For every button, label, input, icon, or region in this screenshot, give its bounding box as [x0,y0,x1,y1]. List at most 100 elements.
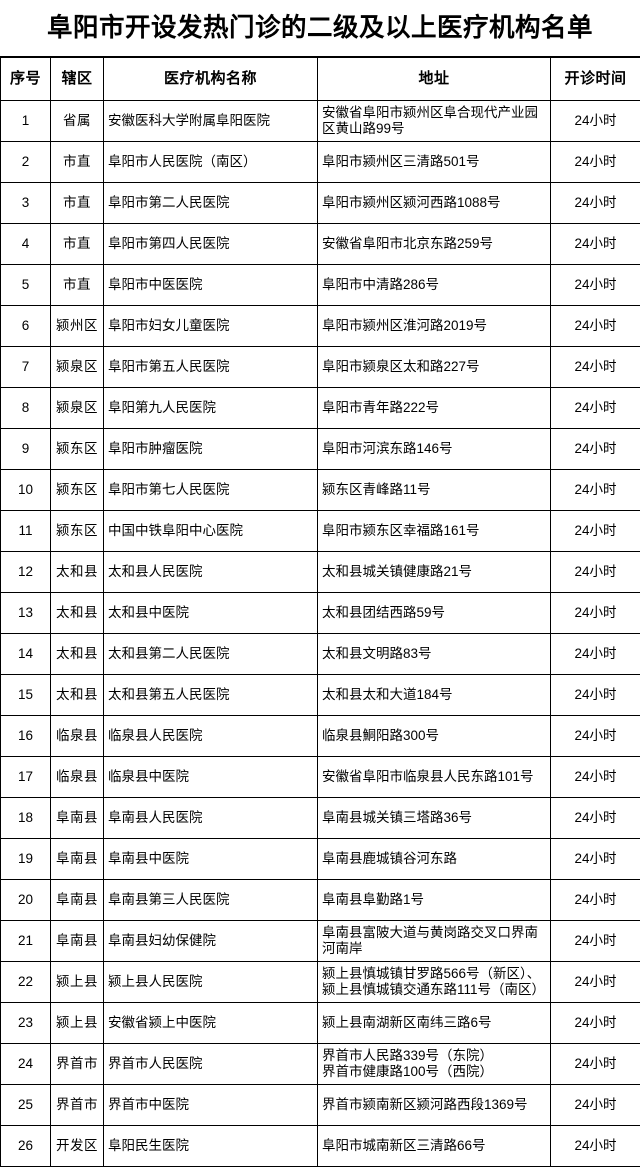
row-district: 太和县 [51,675,104,716]
row-name: 阜阳市肿瘤医院 [104,429,318,470]
row-name: 太和县第二人民医院 [104,634,318,675]
column-header-district: 辖区 [51,57,104,101]
row-hours: 24小时 [551,880,640,921]
row-address: 阜阳市颍州区颍河西路1088号 [318,183,551,224]
row-name: 阜阳民生医院 [104,1126,318,1167]
row-index: 1 [1,101,51,142]
row-address: 临泉县鮦阳路300号 [318,716,551,757]
row-district: 太和县 [51,552,104,593]
row-hours: 24小时 [551,265,640,306]
row-hours: 24小时 [551,306,640,347]
row-index: 17 [1,757,51,798]
row-address: 颍上县南湖新区南纬三路6号 [318,1003,551,1044]
row-address: 太和县团结西路59号 [318,593,551,634]
row-hours: 24小时 [551,1126,640,1167]
row-district: 阜南县 [51,839,104,880]
row-name: 阜阳市第四人民医院 [104,224,318,265]
row-name: 阜阳市中医医院 [104,265,318,306]
row-district: 市直 [51,224,104,265]
row-address: 界首市人民路339号（东院）界首市健康路100号（西院） [318,1044,551,1085]
row-district: 阜南县 [51,921,104,962]
row-district: 颍州区 [51,306,104,347]
table-header-row: 序号 辖区 医疗机构名称 地址 开诊时间 [1,57,640,101]
row-index: 4 [1,224,51,265]
row-hours: 24小时 [551,716,640,757]
row-name: 阜阳市第七人民医院 [104,470,318,511]
row-name: 临泉县中医院 [104,757,318,798]
row-address: 颍上县慎城镇甘罗路566号（新区）、颍上县慎城镇交通东路111号（南区） [318,962,551,1003]
row-hours: 24小时 [551,962,640,1003]
row-hours: 24小时 [551,634,640,675]
row-district: 阜南县 [51,798,104,839]
row-hours: 24小时 [551,675,640,716]
row-hours: 24小时 [551,1085,640,1126]
row-district: 市直 [51,265,104,306]
row-index: 26 [1,1126,51,1167]
row-address: 界首市颍南新区颍河路西段1369号 [318,1085,551,1126]
page-title-bar: 阜阳市开设发热门诊的二级及以上医疗机构名单 [0,0,640,56]
row-hours: 24小时 [551,388,640,429]
row-district: 太和县 [51,593,104,634]
row-district: 省属 [51,101,104,142]
row-hours: 24小时 [551,757,640,798]
row-hours: 24小时 [551,1044,640,1085]
row-district: 颍上县 [51,962,104,1003]
row-district: 市直 [51,142,104,183]
row-district: 阜南县 [51,880,104,921]
row-index: 2 [1,142,51,183]
row-index: 9 [1,429,51,470]
row-index: 18 [1,798,51,839]
row-index: 15 [1,675,51,716]
column-header-address: 地址 [318,57,551,101]
row-hours: 24小时 [551,511,640,552]
row-address: 阜阳市颍泉区太和路227号 [318,347,551,388]
row-index: 22 [1,962,51,1003]
row-address: 阜阳市中清路286号 [318,265,551,306]
row-index: 14 [1,634,51,675]
row-index: 19 [1,839,51,880]
row-index: 7 [1,347,51,388]
row-hours: 24小时 [551,183,640,224]
page-title: 阜阳市开设发热门诊的二级及以上医疗机构名单 [47,15,593,41]
row-hours: 24小时 [551,347,640,388]
row-index: 6 [1,306,51,347]
row-district: 颍上县 [51,1003,104,1044]
row-index: 10 [1,470,51,511]
row-name: 太和县人民医院 [104,552,318,593]
row-name: 太和县中医院 [104,593,318,634]
row-hours: 24小时 [551,101,640,142]
row-index: 5 [1,265,51,306]
row-address: 颍东区青峰路11号 [318,470,551,511]
row-index: 20 [1,880,51,921]
row-index: 13 [1,593,51,634]
row-hours: 24小时 [551,142,640,183]
column-header-name: 医疗机构名称 [104,57,318,101]
row-address: 阜南县阜勤路1号 [318,880,551,921]
row-district: 颍东区 [51,470,104,511]
row-district: 太和县 [51,634,104,675]
row-name: 颍上县人民医院 [104,962,318,1003]
row-index: 16 [1,716,51,757]
row-address: 阜南县鹿城镇谷河东路 [318,839,551,880]
row-address: 太和县太和大道184号 [318,675,551,716]
row-name: 阜阳市第二人民医院 [104,183,318,224]
row-address: 阜阳市青年路222号 [318,388,551,429]
row-name: 阜南县人民医院 [104,798,318,839]
row-name: 阜阳市第五人民医院 [104,347,318,388]
